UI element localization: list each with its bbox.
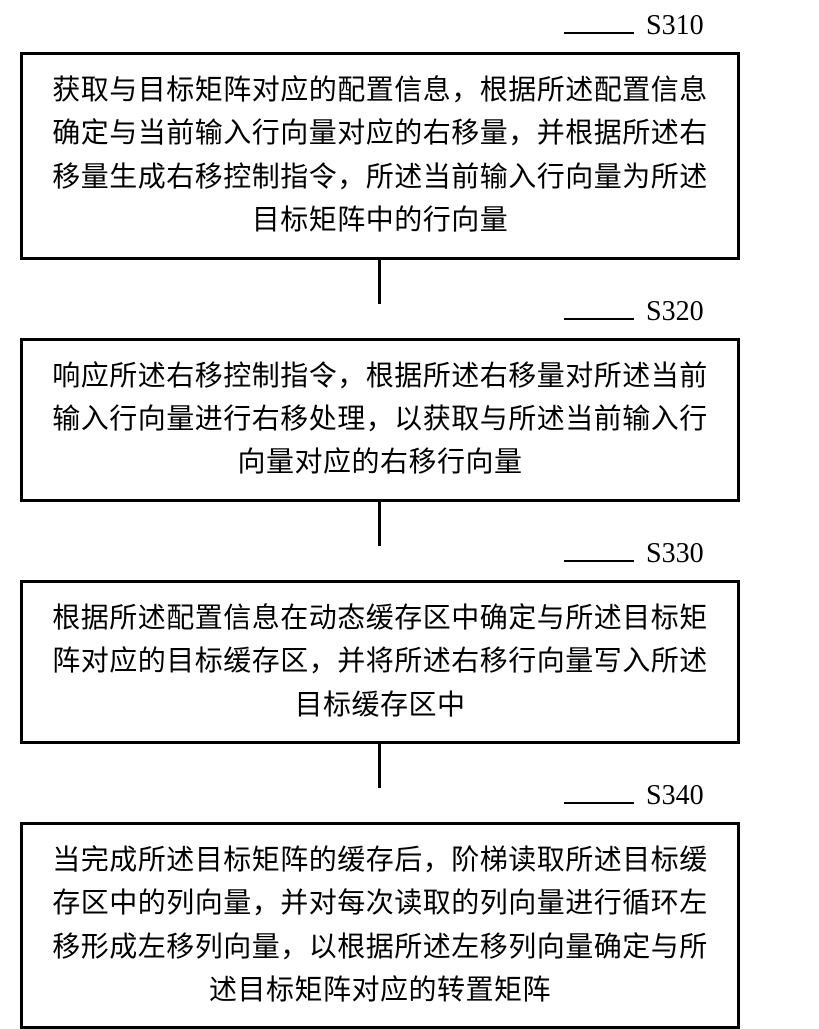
step-s330: S330 根据所述配置信息在动态缓存区中确定与所述目标矩阵对应的目标缓存区，并将… [20, 546, 800, 744]
label-row: S340 [20, 788, 800, 822]
step-label: S320 [646, 296, 704, 328]
step-s310: S310 获取与目标矩阵对应的配置信息，根据所述配置信息确定与当前输入行向量对应… [20, 18, 800, 260]
step-s320: S320 响应所述右移控制指令，根据所述右移量对所述当前输入行向量进行右移处理，… [20, 304, 800, 502]
step-label: S330 [646, 538, 704, 570]
label-row: S330 [20, 546, 800, 580]
leader-line [564, 32, 634, 34]
label-row: S310 [20, 18, 800, 52]
leader-line [564, 560, 634, 562]
step-box: 当完成所述目标矩阵的缓存后，阶梯读取所述目标缓存区中的列向量，并对每次读取的列向… [20, 822, 740, 1029]
step-label: S310 [646, 10, 704, 42]
label-row: S320 [20, 304, 800, 338]
step-s340: S340 当完成所述目标矩阵的缓存后，阶梯读取所述目标缓存区中的列向量，并对每次… [20, 788, 800, 1029]
connector [378, 744, 381, 788]
connector [378, 502, 381, 546]
flowchart-container: S310 获取与目标矩阵对应的配置信息，根据所述配置信息确定与当前输入行向量对应… [20, 18, 800, 1029]
leader-line [564, 802, 634, 804]
step-box: 根据所述配置信息在动态缓存区中确定与所述目标矩阵对应的目标缓存区，并将所述右移行… [20, 580, 740, 744]
step-box: 获取与目标矩阵对应的配置信息，根据所述配置信息确定与当前输入行向量对应的右移量，… [20, 52, 740, 260]
step-box: 响应所述右移控制指令，根据所述右移量对所述当前输入行向量进行右移处理，以获取与所… [20, 338, 740, 502]
connector [378, 260, 381, 304]
step-label: S340 [646, 780, 704, 812]
leader-line [564, 318, 634, 320]
